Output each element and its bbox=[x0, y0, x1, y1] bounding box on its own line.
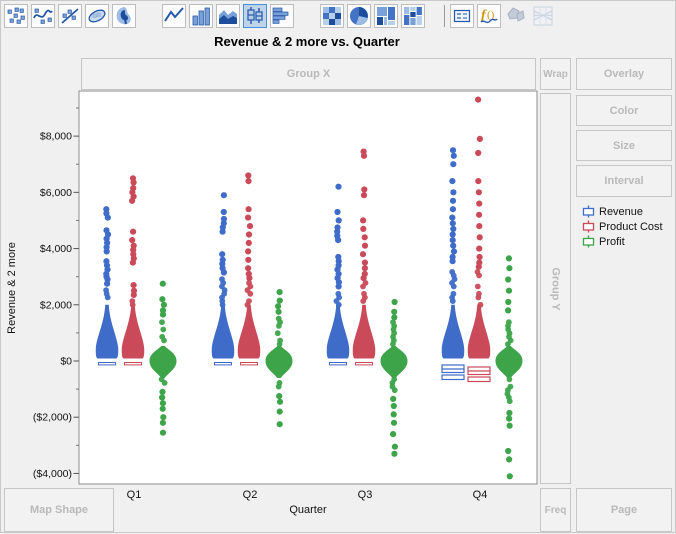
y-tick-label: ($4,000) bbox=[33, 468, 72, 480]
toolbar-mosaic-icon[interactable] bbox=[401, 4, 425, 28]
toolbar-caption-box-icon[interactable] bbox=[450, 4, 474, 28]
drop-zone-page[interactable]: Page bbox=[576, 488, 672, 532]
toolbar-ellipse-icon[interactable] bbox=[85, 4, 109, 28]
toolbar-contour-icon[interactable] bbox=[112, 4, 136, 28]
drop-zone-freq[interactable]: Freq bbox=[540, 488, 571, 532]
legend: Revenue Product Cost Profit bbox=[582, 204, 663, 249]
x-tick-label: Q3 bbox=[358, 489, 373, 501]
legend-item-revenue[interactable]: Revenue bbox=[582, 204, 663, 219]
drop-zone-wrap[interactable]: Wrap bbox=[540, 58, 571, 90]
svg-text:(): () bbox=[487, 9, 495, 21]
x-tick-label: Q4 bbox=[473, 489, 488, 501]
legend-marker-icon bbox=[582, 205, 595, 218]
drop-zone-size[interactable]: Size bbox=[576, 130, 672, 161]
toolbar-bar-icon[interactable] bbox=[189, 4, 213, 28]
y-tick-label: $2,000 bbox=[40, 299, 72, 311]
toolbar-pie-icon[interactable] bbox=[347, 4, 371, 28]
toolbar-points-icon[interactable] bbox=[4, 4, 28, 28]
toolbar-parallel-plot-icon bbox=[531, 4, 555, 28]
y-axis-title: Revenue & 2 more bbox=[6, 242, 18, 334]
y-tick-label: $6,000 bbox=[40, 187, 72, 199]
toolbar-separator bbox=[444, 5, 445, 27]
drop-zone-color-label: Color bbox=[609, 104, 639, 117]
element-type-toolbar: f() bbox=[1, 1, 676, 31]
drop-zone-wrap-label: Wrap bbox=[543, 68, 568, 80]
drop-zone-group-y[interactable]: Group Y bbox=[540, 93, 571, 484]
toolbar-area-icon[interactable] bbox=[216, 4, 240, 28]
drop-zone-overlay[interactable]: Overlay bbox=[576, 58, 672, 90]
legend-marker-icon bbox=[582, 235, 595, 248]
legend-item-product-cost[interactable]: Product Cost bbox=[582, 219, 663, 234]
legend-marker-icon bbox=[582, 220, 595, 233]
toolbar-box-plot-icon[interactable] bbox=[243, 4, 267, 28]
drop-zone-interval-label: Interval bbox=[604, 175, 644, 187]
drop-zone-interval[interactable]: Interval bbox=[576, 165, 672, 197]
drop-zone-group-x-label: Group X bbox=[286, 68, 331, 80]
graph-title[interactable]: Revenue & 2 more vs. Quarter bbox=[214, 34, 400, 49]
drop-zone-freq-label: Freq bbox=[544, 504, 567, 516]
toolbar-formula-icon[interactable]: f() bbox=[477, 4, 501, 28]
y-tick-label: ($2,000) bbox=[33, 412, 72, 424]
drop-zone-page-label: Page bbox=[610, 504, 638, 516]
drop-zone-map-shape-label: Map Shape bbox=[29, 504, 89, 516]
legend-label: Product Cost bbox=[599, 220, 663, 233]
legend-label: Revenue bbox=[599, 205, 644, 218]
legend-label: Profit bbox=[599, 235, 625, 248]
drop-zone-map-shape[interactable]: Map Shape bbox=[4, 488, 114, 532]
toolbar-map-shape-icon bbox=[504, 4, 528, 28]
x-tick-label: Q2 bbox=[243, 489, 258, 501]
drop-zone-color[interactable]: Color bbox=[576, 95, 672, 126]
toolbar-histogram-icon[interactable] bbox=[270, 4, 294, 28]
toolbar-treemap-icon[interactable] bbox=[374, 4, 398, 28]
toolbar-line-of-fit-icon[interactable] bbox=[58, 4, 82, 28]
toolbar-line-icon[interactable] bbox=[162, 4, 186, 28]
legend-item-profit[interactable]: Profit bbox=[582, 234, 663, 249]
x-axis-title: Quarter bbox=[289, 504, 327, 516]
y-tick-label: $8,000 bbox=[40, 131, 72, 143]
svg-text:f: f bbox=[481, 8, 487, 23]
y-tick-label: $4,000 bbox=[40, 243, 72, 255]
toolbar-heatmap-icon[interactable] bbox=[320, 4, 344, 28]
drop-zone-overlay-label: Overlay bbox=[603, 68, 645, 80]
drop-zone-size-label: Size bbox=[612, 139, 635, 152]
toolbar-smoother-icon[interactable] bbox=[31, 4, 55, 28]
x-tick-label: Q1 bbox=[127, 489, 142, 501]
y-tick-label: $0 bbox=[60, 356, 72, 368]
drop-zone-group-x[interactable]: Group X bbox=[81, 58, 536, 90]
